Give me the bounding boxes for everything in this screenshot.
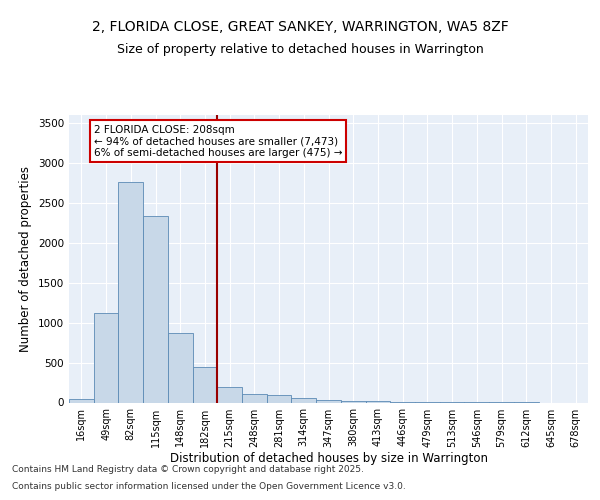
Text: Size of property relative to detached houses in Warrington: Size of property relative to detached ho… <box>116 42 484 56</box>
Text: Contains public sector information licensed under the Open Government Licence v3: Contains public sector information licen… <box>12 482 406 491</box>
Text: 2 FLORIDA CLOSE: 208sqm
← 94% of detached houses are smaller (7,473)
6% of semi-: 2 FLORIDA CLOSE: 208sqm ← 94% of detache… <box>94 124 342 158</box>
Bar <box>118 182 143 402</box>
Bar <box>168 333 193 402</box>
Bar <box>292 398 316 402</box>
Bar <box>341 400 365 402</box>
Bar <box>193 368 217 402</box>
Bar <box>242 394 267 402</box>
Bar <box>94 313 118 402</box>
Bar <box>69 398 94 402</box>
Y-axis label: Number of detached properties: Number of detached properties <box>19 166 32 352</box>
X-axis label: Distribution of detached houses by size in Warrington: Distribution of detached houses by size … <box>170 452 487 466</box>
Text: Contains HM Land Registry data © Crown copyright and database right 2025.: Contains HM Land Registry data © Crown c… <box>12 466 364 474</box>
Bar <box>143 216 168 402</box>
Bar <box>316 400 341 402</box>
Text: 2, FLORIDA CLOSE, GREAT SANKEY, WARRINGTON, WA5 8ZF: 2, FLORIDA CLOSE, GREAT SANKEY, WARRINGT… <box>92 20 508 34</box>
Bar <box>267 396 292 402</box>
Bar <box>217 386 242 402</box>
